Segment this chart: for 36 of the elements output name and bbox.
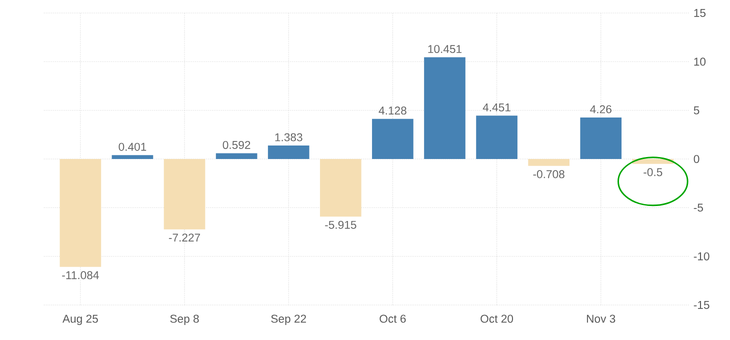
y-tick-label: 5 — [694, 106, 700, 114]
x-tick-label: Sep 22 — [271, 314, 306, 325]
y-tick-label: -15 — [694, 301, 710, 309]
x-tick-label: Oct 20 — [480, 314, 514, 323]
y-tick-label: 0 — [694, 154, 700, 164]
bar — [372, 118, 414, 159]
bar — [216, 153, 258, 159]
y-tick-label: 10 — [694, 58, 706, 66]
data-label: 0.592 — [222, 140, 250, 149]
data-label: -5.915 — [325, 220, 356, 229]
bar — [60, 159, 102, 267]
x-tick-label: Sep 8 — [170, 314, 199, 325]
bar — [424, 57, 466, 159]
data-label: 0.401 — [118, 142, 146, 151]
x-tick-label: Oct 6 — [380, 314, 406, 323]
y-tick-label: 15 — [694, 9, 706, 17]
x-tick-label: Aug 25 — [62, 314, 98, 325]
bar — [528, 159, 570, 166]
x-tick-label: Nov 3 — [586, 314, 616, 323]
data-label: -11.084 — [62, 271, 99, 280]
data-label: 4.26 — [590, 105, 612, 114]
bar — [112, 155, 154, 159]
data-label: -7.227 — [168, 234, 200, 242]
data-label: -0.5 — [644, 168, 662, 176]
data-label: -0.708 — [533, 170, 564, 178]
bar — [268, 146, 310, 159]
bar — [164, 159, 206, 230]
bar — [320, 159, 362, 217]
bar — [580, 118, 622, 159]
bar — [476, 116, 518, 159]
y-tick-label: -5 — [694, 204, 703, 212]
data-label: 4.128 — [378, 106, 406, 115]
data-label: 10.451 — [428, 44, 462, 54]
data-label: 4.451 — [482, 104, 510, 112]
y-tick-label: -10 — [694, 252, 710, 260]
data-label: 1.383 — [275, 133, 302, 142]
